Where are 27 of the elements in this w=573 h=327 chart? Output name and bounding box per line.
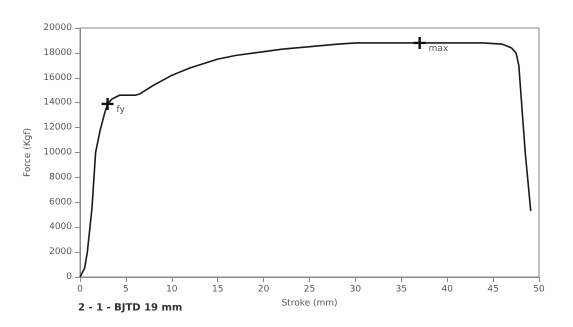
y-tick-label: 16000: [43, 72, 72, 83]
y-tick-label: 4000: [49, 222, 72, 232]
y-tick-label: 14000: [43, 98, 72, 108]
x-tick-label: 5: [123, 284, 129, 294]
x-tick-label: 10: [166, 284, 178, 294]
y-tick-label: 2000: [49, 247, 72, 258]
annotation: max: [428, 44, 449, 54]
x-tick-label: 0: [77, 284, 84, 294]
y-tick-label: 8000: [49, 172, 72, 182]
x-tick-label: 25: [304, 284, 316, 294]
x-tick-label: 45: [487, 284, 499, 294]
annotation: fy: [116, 104, 126, 115]
y-tick-label: 12000: [43, 122, 72, 133]
x-axis-title: Stroke (mm): [281, 298, 338, 308]
x-tick-label: 40: [441, 284, 454, 294]
y-tick-label: 18000: [43, 48, 72, 58]
y-tick-label: 10000: [43, 148, 72, 158]
x-tick-label: 20: [258, 284, 270, 294]
y-axis-title: Force (Kgf): [22, 128, 33, 178]
text: 2 - 1 - BJTD 19 mm: [78, 302, 182, 314]
y-tick-label: 0: [66, 272, 72, 282]
x-tick-label: 35: [396, 284, 408, 294]
x-tick-label: 50: [533, 284, 545, 294]
y-tick-label: 20000: [43, 23, 72, 33]
x-tick-label: 15: [212, 284, 224, 294]
x-tick-label: 30: [350, 284, 362, 294]
y-tick-label: 6000: [49, 197, 72, 208]
